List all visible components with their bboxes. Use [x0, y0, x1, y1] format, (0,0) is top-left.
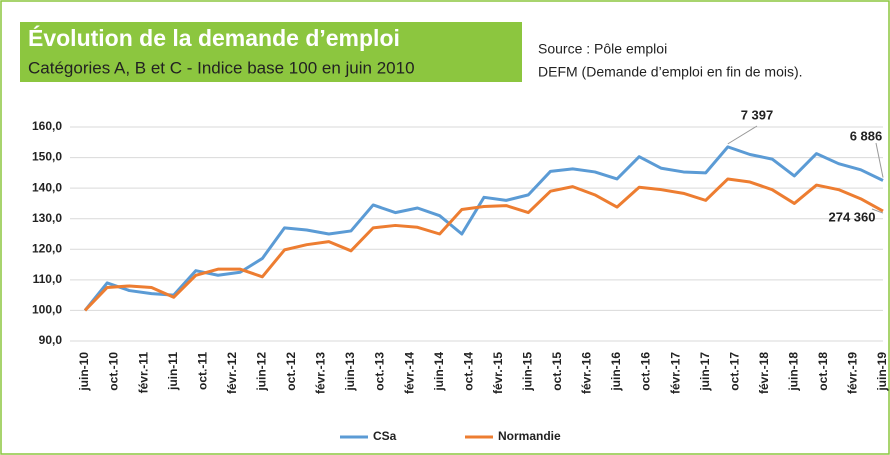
x-tick-label: juin-10	[77, 352, 91, 392]
x-tick-label: juin-16	[609, 352, 623, 392]
chart-subtitle: Catégories A, B et C - Indice base 100 e…	[28, 58, 415, 77]
x-tick-label: oct.-12	[284, 352, 298, 391]
x-tick-label: juin-18	[787, 352, 801, 392]
y-tick-label: 140,0	[32, 180, 62, 194]
x-tick-label: févr.-18	[757, 352, 771, 394]
x-tick-label: juin-12	[255, 352, 269, 392]
chart-title: Évolution de la demande d’emploi	[28, 24, 400, 51]
x-tick-label: oct.-11	[195, 352, 209, 390]
x-tick-label: févr.-17	[668, 352, 682, 394]
annotation: 7 397	[741, 107, 774, 122]
x-tick-label: oct.-16	[639, 352, 653, 391]
x-tick-label: oct.-15	[550, 352, 564, 391]
x-tick-label: févr.-15	[491, 352, 505, 394]
x-tick-label: oct.-14	[461, 352, 475, 391]
y-tick-label: 130,0	[32, 211, 62, 225]
x-tick-label: juin-13	[343, 352, 357, 392]
line	[83, 177, 884, 312]
y-tick-label: 150,0	[32, 150, 62, 164]
x-tick-label: févr.-19	[846, 352, 860, 394]
title-box	[20, 22, 522, 82]
source: Source : Pôle emploi	[538, 41, 667, 57]
x-tick-label: juin-15	[521, 352, 535, 392]
y-tick-label: 100,0	[32, 303, 62, 317]
leader-line	[875, 142, 884, 178]
x-tick-label: oct.-10	[107, 352, 121, 391]
y-tick-label: 90,0	[39, 333, 63, 347]
line	[83, 145, 884, 312]
x-tick-label: févr.-12	[225, 352, 239, 394]
x-tick-label: févr.-14	[402, 352, 416, 394]
y-tick-label: 160,0	[32, 119, 62, 133]
x-tick-label: févr.-16	[580, 352, 594, 394]
leader-line	[727, 125, 758, 145]
x-tick-label: juin-11	[166, 352, 180, 391]
leader-line	[871, 208, 884, 214]
x-tick-label: oct.-18	[816, 352, 830, 391]
x-tick-label: févr.-11	[136, 352, 150, 394]
x-tick-label: juin-17	[698, 352, 712, 392]
x-tick-label: oct.-17	[727, 352, 741, 391]
y-tick-label: 120,0	[32, 241, 62, 255]
x-tick-label: juin-19	[875, 352, 889, 392]
x-tick-label: juin-14	[432, 352, 446, 392]
y-tick-label: 110,0	[33, 272, 63, 286]
x-tick-label: févr.-13	[314, 352, 328, 394]
legend-label: CSa	[373, 429, 397, 443]
legend-label: Normandie	[498, 429, 561, 443]
annotation: 6 886	[850, 128, 883, 143]
x-tick-label: oct.-13	[373, 352, 387, 391]
annotation: 274 360	[829, 209, 876, 224]
source: DEFM (Demande d’emploi en fin de mois).	[538, 64, 803, 80]
